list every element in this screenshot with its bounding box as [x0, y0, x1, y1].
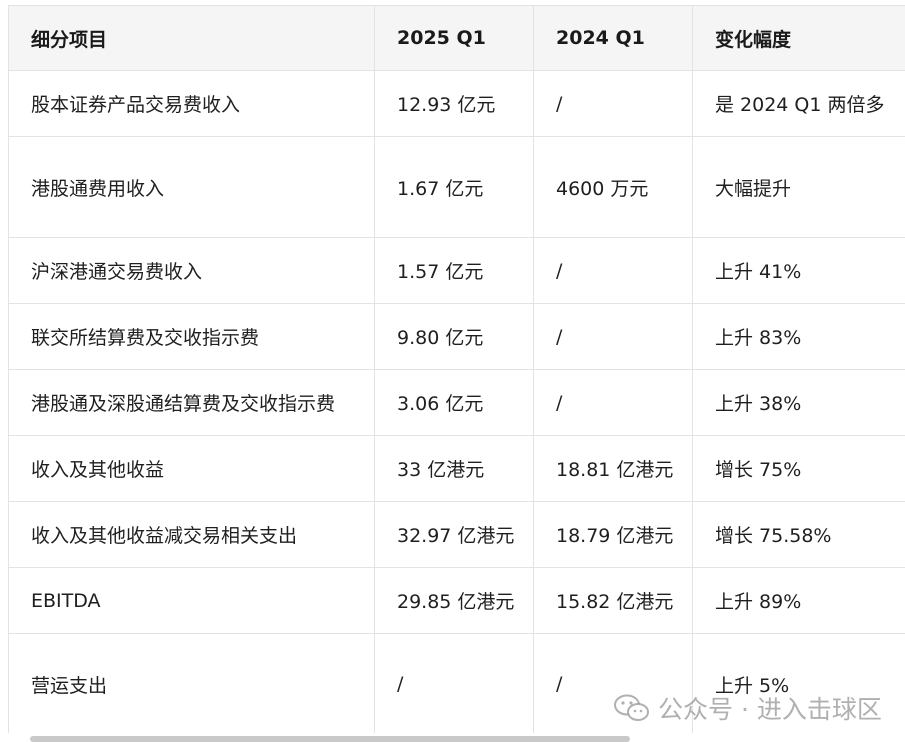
table-row: 营运支出 / / 上升 5%: [8, 633, 905, 733]
cell-segment: 联交所结算费及交收指示费: [8, 303, 375, 370]
cell-segment: 收入及其他收益减交易相关支出: [8, 501, 375, 568]
cell-change: 大幅提升: [692, 136, 905, 238]
table-row: 港股通费用收入 1.67 亿元 4600 万元 大幅提升: [8, 136, 905, 238]
revenue-breakdown-table: 细分项目 2025 Q1 2024 Q1 变化幅度 股本证券产品交易费收入 12…: [8, 5, 905, 733]
table-row: 联交所结算费及交收指示费 9.80 亿元 / 上升 83%: [8, 303, 905, 370]
table-row: 港股通及深股通结算费及交收指示费 3.06 亿元 / 上升 38%: [8, 369, 905, 436]
header-segment: 细分项目: [8, 5, 375, 71]
wechat-icon: [614, 694, 649, 721]
cell-change: 上升 5%: [692, 633, 905, 733]
table-row: EBITDA 29.85 亿港元 15.82 亿港元 上升 89%: [8, 567, 905, 634]
cell-2025-q1: 32.97 亿港元: [374, 501, 534, 568]
cell-2025-q1: 33 亿港元: [374, 435, 534, 502]
cell-change: 增长 75%: [692, 435, 905, 502]
header-2025-q1: 2025 Q1: [374, 5, 534, 71]
cell-2024-q1: /: [533, 303, 693, 370]
cell-change: 上升 41%: [692, 237, 905, 304]
cell-segment: 收入及其他收益: [8, 435, 375, 502]
cell-2024-q1: 4600 万元: [533, 136, 693, 238]
table-container: 细分项目 2025 Q1 2024 Q1 变化幅度 股本证券产品交易费收入 12…: [8, 5, 905, 733]
cell-change: 增长 75.58%: [692, 501, 905, 568]
cell-2025-q1: 12.93 亿元: [374, 70, 534, 137]
cell-2024-q1: 18.79 亿港元: [533, 501, 693, 568]
cell-2025-q1: 1.67 亿元: [374, 136, 534, 238]
cell-2025-q1: 1.57 亿元: [374, 237, 534, 304]
watermark: 公众号 · 进入击球区: [612, 690, 882, 726]
table-row: 收入及其他收益减交易相关支出 32.97 亿港元 18.79 亿港元 增长 75…: [8, 501, 905, 568]
cell-segment: 营运支出: [8, 633, 375, 733]
table-row: 沪深港通交易费收入 1.57 亿元 / 上升 41%: [8, 237, 905, 304]
cell-change: 上升 83%: [692, 303, 905, 370]
cell-2024-q1: 18.81 亿港元: [533, 435, 693, 502]
watermark-text: 公众号 · 进入击球区: [658, 695, 882, 724]
cell-2024-q1: /: [533, 633, 693, 733]
table-row: 股本证券产品交易费收入 12.93 亿元 / 是 2024 Q1 两倍多: [8, 70, 905, 137]
header-2024-q1: 2024 Q1: [533, 5, 693, 71]
cell-segment: EBITDA: [8, 567, 375, 634]
cell-2024-q1: /: [533, 369, 693, 436]
cell-2025-q1: /: [374, 633, 534, 733]
cell-change: 上升 38%: [692, 369, 905, 436]
table-row: 收入及其他收益 33 亿港元 18.81 亿港元 增长 75%: [8, 435, 905, 502]
cell-2024-q1: /: [533, 70, 693, 137]
cell-change: 上升 89%: [692, 567, 905, 634]
cell-2024-q1: /: [533, 237, 693, 304]
cell-segment: 港股通费用收入: [8, 136, 375, 238]
cell-segment: 股本证券产品交易费收入: [8, 70, 375, 137]
header-change: 变化幅度: [692, 5, 905, 71]
cell-change: 是 2024 Q1 两倍多: [692, 70, 905, 137]
cell-2025-q1: 3.06 亿元: [374, 369, 534, 436]
table-header-row: 细分项目 2025 Q1 2024 Q1 变化幅度: [8, 5, 905, 71]
cell-2025-q1: 9.80 亿元: [374, 303, 534, 370]
horizontal-scrollbar[interactable]: [30, 736, 630, 742]
cell-segment: 沪深港通交易费收入: [8, 237, 375, 304]
cell-2024-q1: 15.82 亿港元: [533, 567, 693, 634]
cell-segment: 港股通及深股通结算费及交收指示费: [8, 369, 375, 436]
cell-2025-q1: 29.85 亿港元: [374, 567, 534, 634]
